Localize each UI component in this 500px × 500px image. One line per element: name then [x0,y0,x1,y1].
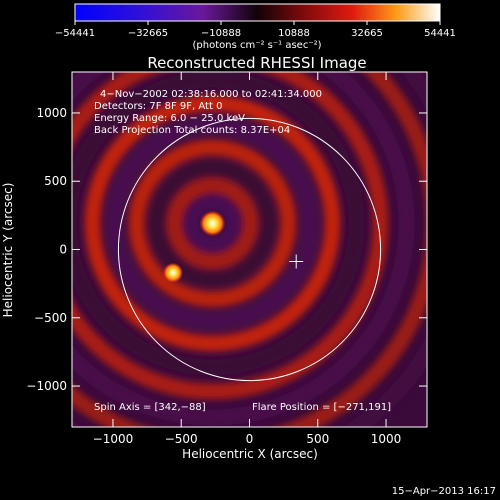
header-line: 4−Nov−2002 02:38:16.000 to 02:41:34.000 [100,89,322,100]
x-tick-label: 500 [306,432,329,446]
x-tick-label: −1000 [93,432,134,446]
heatmap-image [72,72,427,427]
y-axis-label: Heliocentric Y (arcsec) [1,183,15,318]
y-tick-label: 0 [59,243,67,257]
x-tick-label: 0 [246,432,254,446]
solar-disk-limb [117,117,382,382]
colorbar-tick-label: 32665 [351,28,383,39]
fringe-ring [72,72,415,426]
fringe-ring [84,95,341,352]
colorbar-tick-label: 10888 [278,28,310,39]
fringe-ring [106,117,319,330]
spin-axis-text: Spin Axis = [342,−88] [94,402,206,413]
header-line: Back Projection Total counts: 8.37E+04 [94,125,290,136]
header-line: Detectors: 7F 8F 9F, Att 0 [94,101,222,112]
timestamp: 15−Apr−2013 16:17 [392,486,496,497]
primary-source [199,210,226,237]
header-text: 4−Nov−2002 02:38:16.000 to 02:41:34.000D… [94,89,322,136]
y-tick-label: 500 [44,174,67,188]
fringe-ring [72,72,389,400]
colorbar [74,3,441,22]
fringe-ring [148,159,277,288]
secondary-source [163,262,184,283]
fringe-ring [72,72,365,376]
x-tick-label: 1000 [371,432,402,446]
x-tick-label: −500 [165,432,198,446]
fringe-ring [184,195,241,252]
colorbar-units: (photons cm⁻² s⁻¹ asec⁻²) [192,40,321,51]
colorbar-tick-label: −54441 [55,28,95,39]
y-tick-label: 1000 [36,106,67,120]
fringe-ring [128,139,297,308]
colorbar-tick-label: −10888 [201,28,241,39]
y-tick-label: −500 [34,311,67,325]
colorbar-ticks: −54441 −32665 −10888 10888 32665 54441 [55,21,456,39]
colorbar-tick-label: −32665 [128,28,168,39]
x-axis-label: Heliocentric X (arcsec) [182,447,318,461]
spin-axis-marker [289,254,304,269]
fringe-ring [166,177,259,270]
header-line: Energy Range: 6.0 − 25.0 keV [94,113,245,124]
axis-ticks: −1000 −500 0 500 1000 −1000 −500 0 500 1000 [26,72,427,446]
chart-title: Reconstructed RHESSI Image [147,54,366,72]
y-tick-label: −1000 [26,379,67,393]
flare-position-text: Flare Position = [−271,191] [252,402,391,413]
colorbar-tick-label: 54441 [424,28,456,39]
